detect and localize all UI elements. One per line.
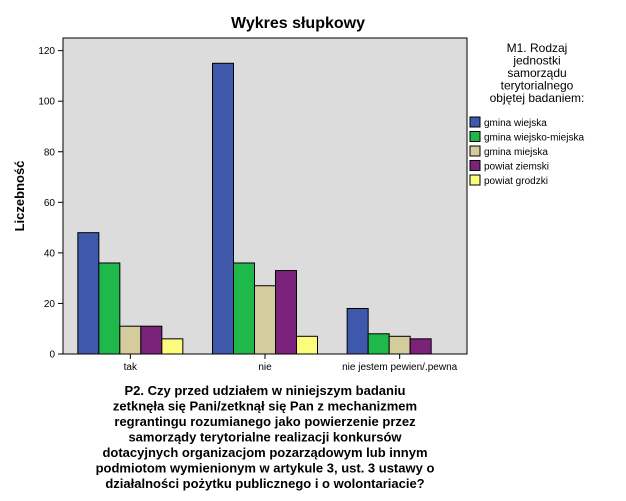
- bar: [212, 62, 234, 355]
- x-tick-label: nie: [258, 362, 272, 373]
- bars: [77, 62, 432, 355]
- legend-title-line: samorządu: [507, 66, 566, 80]
- bar: [140, 325, 163, 355]
- bar: [275, 270, 297, 355]
- y-axis: 0 20 40 60 80 100 120: [38, 46, 63, 361]
- y-tick-label: 20: [44, 299, 56, 310]
- bar: [346, 307, 369, 355]
- x-axis-label-line: regrantingu rozumianego jako powierzenie…: [114, 414, 416, 429]
- bar: [367, 333, 390, 355]
- legend-label: gmina miejska: [484, 147, 548, 158]
- y-tick-label: 120: [38, 46, 55, 57]
- legend-swatch: [469, 160, 481, 171]
- chart-title: Wykres słupkowy: [231, 15, 365, 32]
- bar: [296, 335, 318, 355]
- legend-label: powiat grodzki: [484, 176, 548, 187]
- bar: [409, 338, 432, 355]
- x-axis-label-line: podmiotom wymienionym w artykule 3, ust.…: [96, 461, 435, 476]
- legend-swatch: [469, 131, 481, 142]
- legend-swatch: [469, 174, 481, 186]
- legend: M1. Rodzajjednostkisamorząduterytorialne…: [469, 41, 585, 187]
- legend-title-line: M1. Rodzaj: [507, 41, 568, 55]
- legend-label: powiat ziemski: [484, 162, 549, 173]
- x-axis-label-line: samorządy terytorialne realizacji konkur…: [128, 430, 402, 445]
- legend-swatch: [469, 116, 481, 128]
- bar: [161, 338, 184, 355]
- x-axis-label-line: P2. Czy przed udziałem w niniejszym bada…: [124, 383, 405, 398]
- bar: [77, 232, 100, 355]
- x-axis-label-line: zetknęła się Pani/zetknął się Pan z mech…: [113, 399, 417, 414]
- x-tick-label: nie jestem pewien/.pewna: [342, 362, 458, 373]
- x-tick-label: tak: [124, 362, 138, 373]
- legend-label: gmina wiejsko-miejska: [484, 133, 584, 144]
- legend-label: gmina wiejska: [484, 118, 547, 129]
- legend-title-line: objętej badaniem:: [490, 91, 585, 105]
- x-axis-label: P2. Czy przed udziałem w niniejszym bada…: [96, 383, 435, 491]
- y-tick-label: 0: [49, 350, 55, 361]
- bar: [119, 325, 142, 355]
- x-axis-label-line: dotacyjnych organizacjom pozarządowym lu…: [102, 445, 427, 460]
- x-axis: tak nie nie jestem pewien/.pewna: [124, 354, 458, 373]
- y-tick-label: 80: [44, 147, 56, 158]
- y-axis-label: Liczebność: [12, 161, 27, 232]
- x-axis-label-line: działalności pożytku publicznego i o wol…: [105, 476, 424, 491]
- bar: [233, 262, 255, 355]
- y-tick-label: 100: [38, 97, 55, 108]
- y-tick-label: 60: [44, 198, 56, 209]
- legend-title-line: jednostki: [512, 54, 560, 68]
- legend-title-line: terytorialnego: [501, 79, 574, 93]
- bar: [254, 285, 276, 355]
- bar: [98, 262, 121, 355]
- bar: [388, 335, 411, 355]
- legend-swatch: [469, 145, 481, 157]
- y-tick-label: 40: [44, 248, 56, 259]
